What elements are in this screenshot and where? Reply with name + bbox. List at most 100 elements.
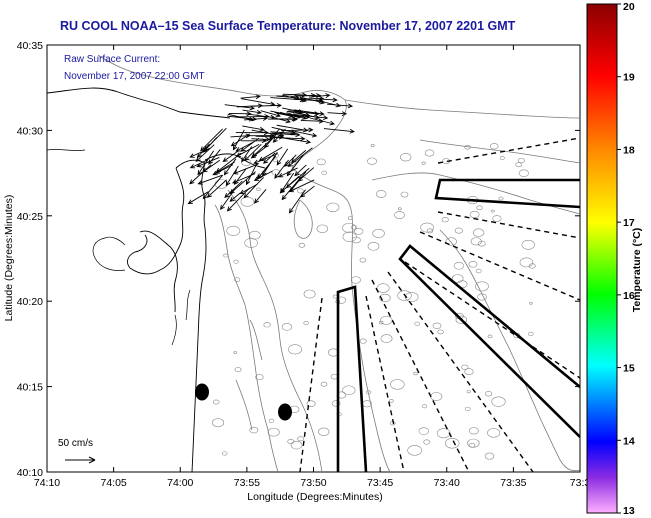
contour-blob: [388, 399, 394, 403]
contour-blob: [432, 322, 442, 330]
contour-blob: [475, 268, 482, 274]
colorbar-tick-label: 15: [623, 363, 635, 375]
current-vector: [313, 97, 338, 103]
colorbar-tick-label: 13: [623, 505, 635, 517]
current-vector: [281, 94, 307, 103]
y-tick-label: 40:25: [17, 211, 43, 223]
contour-blob: [484, 452, 495, 460]
current-vector: [240, 137, 260, 152]
current-vector: [241, 146, 253, 163]
contour-blob: [271, 169, 281, 176]
current-vector: [286, 154, 304, 177]
contour-blob: [375, 190, 387, 198]
contour-blob: [492, 215, 502, 222]
contour-blob: [394, 211, 405, 219]
contour-blob: [320, 381, 328, 387]
contour-blob: [444, 437, 460, 449]
current-vector: [195, 144, 215, 162]
current-vector: [300, 185, 315, 198]
current-vector: [276, 124, 309, 133]
current-vector: [282, 92, 308, 98]
current-vector: [245, 113, 276, 120]
map-content: [47, 54, 580, 472]
colorbar-tick-label: 17: [623, 217, 635, 229]
current-vector: [294, 111, 320, 120]
contour-blob: [477, 293, 487, 301]
contour-blob: [475, 281, 489, 292]
contour-blob: [366, 390, 372, 395]
contour-blob: [288, 344, 303, 355]
contour-blob: [421, 404, 428, 409]
contour-blob: [303, 321, 309, 326]
x-axis-label: Longitude (Degrees:Minutes): [247, 491, 382, 503]
y-tick-label: 40:30: [17, 125, 43, 137]
current-vector: [281, 137, 312, 145]
scale-label: 50 cm/s: [58, 438, 93, 449]
contour-blob: [437, 329, 444, 335]
current-vector: [254, 189, 267, 204]
contour-blob: [491, 209, 495, 213]
current-vector: [269, 128, 281, 141]
contour-blob: [370, 144, 375, 148]
contour-blob: [487, 334, 493, 339]
current-vector: [294, 164, 307, 177]
current-vector: [243, 176, 264, 199]
contour-blob: [226, 225, 241, 236]
contour-blob: [400, 153, 412, 162]
contour-blob: [466, 390, 471, 394]
contour-blob: [212, 399, 220, 405]
current-vector: [288, 179, 315, 193]
contour-blob: [379, 293, 391, 303]
contour-blob: [303, 289, 316, 299]
contour-blob: [517, 157, 525, 164]
contour-blob: [420, 222, 434, 233]
x-tick-label: 73:35: [500, 477, 526, 489]
current-vector: [287, 147, 313, 168]
current-vector: [187, 191, 209, 205]
y-tick-label: 40:35: [17, 40, 43, 52]
contour-blob: [316, 224, 329, 233]
contour-blob: [233, 259, 239, 264]
contour-blob: [306, 400, 316, 407]
contour-blob: [255, 374, 264, 381]
current-vector: [230, 133, 251, 147]
contour-blob: [297, 436, 304, 442]
contour-blob: [453, 261, 465, 270]
colorbar-ticks: 20 19 18 17 16 15 14 13: [617, 1, 635, 517]
current-vector: [280, 172, 295, 194]
contour-blob: [426, 228, 434, 234]
current-vector: [251, 103, 282, 108]
contour-blob: [529, 301, 533, 305]
current-vector: [309, 117, 335, 126]
current-vector: [242, 109, 262, 115]
mooring-marker: [195, 383, 209, 401]
contour-blob: [331, 400, 341, 407]
contour-blob: [298, 242, 306, 248]
contour-blob: [256, 187, 261, 191]
current-vector: [271, 126, 297, 135]
contour-blob: [484, 391, 493, 397]
current-vector: [246, 163, 258, 186]
contour-blob: [233, 351, 237, 354]
radar-dashed-lines: [299, 137, 580, 472]
contour-blob: [316, 158, 326, 166]
contour-blob: [469, 210, 480, 219]
contour-blob: [234, 367, 242, 373]
contour-blob: [464, 144, 471, 150]
y-tick-label: 40:10: [17, 467, 43, 479]
colorbar: [586, 3, 618, 514]
current-vector: [253, 170, 273, 181]
y-tick-label: 40:15: [17, 382, 43, 394]
current-vector: [189, 164, 212, 185]
contour-blob: [414, 321, 420, 326]
contour-blob: [297, 188, 304, 194]
x-tick-label: 74:10: [34, 477, 60, 489]
contour-blob: [240, 196, 255, 207]
contour-blob: [290, 440, 303, 450]
contour-blob: [441, 217, 449, 223]
x-tick-label: 74:00: [167, 477, 193, 489]
coastline: [47, 87, 266, 472]
contour-blob: [342, 385, 356, 396]
x-tick-label: 73:40: [434, 477, 460, 489]
